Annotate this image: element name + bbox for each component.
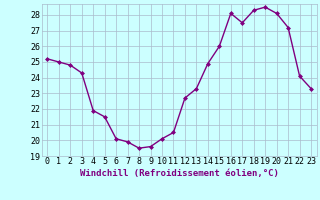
X-axis label: Windchill (Refroidissement éolien,°C): Windchill (Refroidissement éolien,°C) [80,169,279,178]
